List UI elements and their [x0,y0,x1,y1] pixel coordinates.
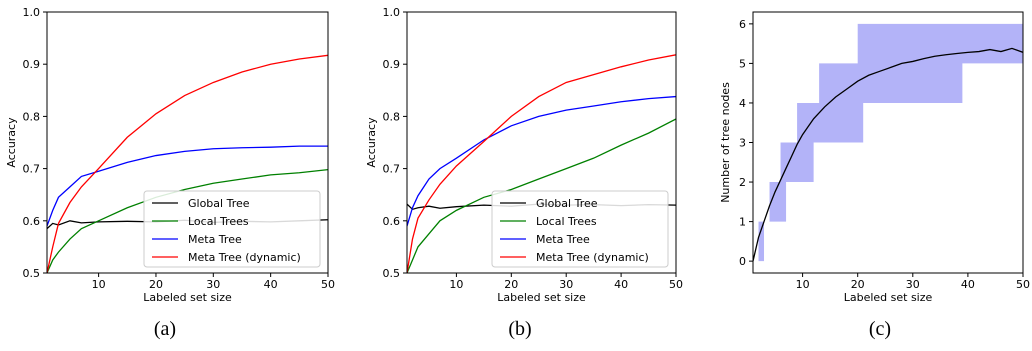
x-tick-label: 10 [449,278,463,291]
series-line-meta-tree [47,145,328,227]
legend-entry: Local Trees [188,215,249,228]
y-tick-label: 0.9 [23,58,41,71]
y-tick-label: 0.5 [23,267,41,280]
y-tick-label: 1.0 [23,6,41,19]
x-axis-label: Labeled set size [844,291,933,304]
x-tick-label: 30 [559,278,573,291]
plot-frame [406,11,677,274]
x-tick-label: 40 [264,278,278,291]
series-line-local-trees [47,168,328,273]
y-tick-label: 5 [739,57,746,70]
y-tick-label: 0.6 [383,215,401,228]
y-tick-label: 0.6 [23,215,41,228]
x-tick-label: 40 [961,278,975,291]
y-tick-label: 0.5 [383,267,401,280]
y-tick-label: 6 [739,18,746,31]
panel-label: (b) [508,318,531,340]
series-line-meta-tree-dynamic [47,54,328,273]
x-tick-label: 50 [669,278,683,291]
chart-panel-c: 10 20 30 40 50 0 1 2 3 4 5 6 Labeled set size Number … [719,11,1030,340]
y-tick-label: 0.8 [23,110,41,123]
y-tick-label: 3 [739,137,746,150]
x-tick-label: 50 [321,278,335,291]
x-tick-label: 30 [206,278,220,291]
legend-entry: Meta Tree [536,233,590,246]
legend-box [491,190,669,268]
x-tick-label: 10 [92,278,106,291]
legend: Global Tree Local Trees Meta Tree Meta Tree… [143,190,321,268]
x-axis-label: Labeled set size [143,291,232,304]
legend-entry: Global Tree [188,197,250,210]
y-tick-label: 0.9 [383,58,401,71]
series-line-meta-tree-dynamic [407,54,676,273]
x-tick-label: 30 [906,278,920,291]
y-tick-label: 0 [739,255,746,268]
y-tick-label: 0.7 [23,163,41,176]
series-line-meta-tree [407,95,676,227]
legend-box [143,190,321,268]
plot-frame [46,11,329,274]
y-tick-label: 1.0 [383,6,401,19]
x-tick-label: 20 [149,278,163,291]
legend-entry: Meta Tree (dynamic) [536,251,649,264]
y-axis-label: Accuracy [5,117,18,168]
y-tick-label: 1 [739,216,746,229]
y-axis-label: Number of tree nodes [719,82,732,203]
x-tick-label: 10 [796,278,810,291]
plot-data [753,23,1023,262]
chart-panel-a: 10 20 30 40 50 0.5 0.6 0.7 0.8 0.9 1.0 Labeled set … [5,6,335,340]
y-tick-label: 4 [739,97,746,110]
legend-entry: Meta Tree (dynamic) [188,251,301,264]
x-tick-label: 20 [504,278,518,291]
legend-entry: Meta Tree [188,233,242,246]
mean-line [753,47,1023,262]
chart-panel-b: 10 20 30 40 50 0.5 0.6 0.7 0.8 0.9 1.0 Labeled set … [365,6,683,340]
x-tick-label: 40 [614,278,628,291]
panel-label: (c) [869,318,891,340]
y-tick-label: 2 [739,176,746,189]
y-tick-label: 0.7 [383,163,401,176]
legend-entry: Global Tree [536,197,598,210]
y-tick-label: 0.8 [383,110,401,123]
y-axis-label: Accuracy [365,117,378,168]
range-band [753,23,1023,262]
panel-label: (a) [154,318,176,340]
legend: Global Tree Local Trees Meta Tree Meta Tree… [491,190,669,268]
x-axis-label: Labeled set size [497,291,586,304]
x-tick-label: 50 [1016,278,1030,291]
x-tick-label: 20 [851,278,865,291]
legend-entry: Local Trees [536,215,597,228]
